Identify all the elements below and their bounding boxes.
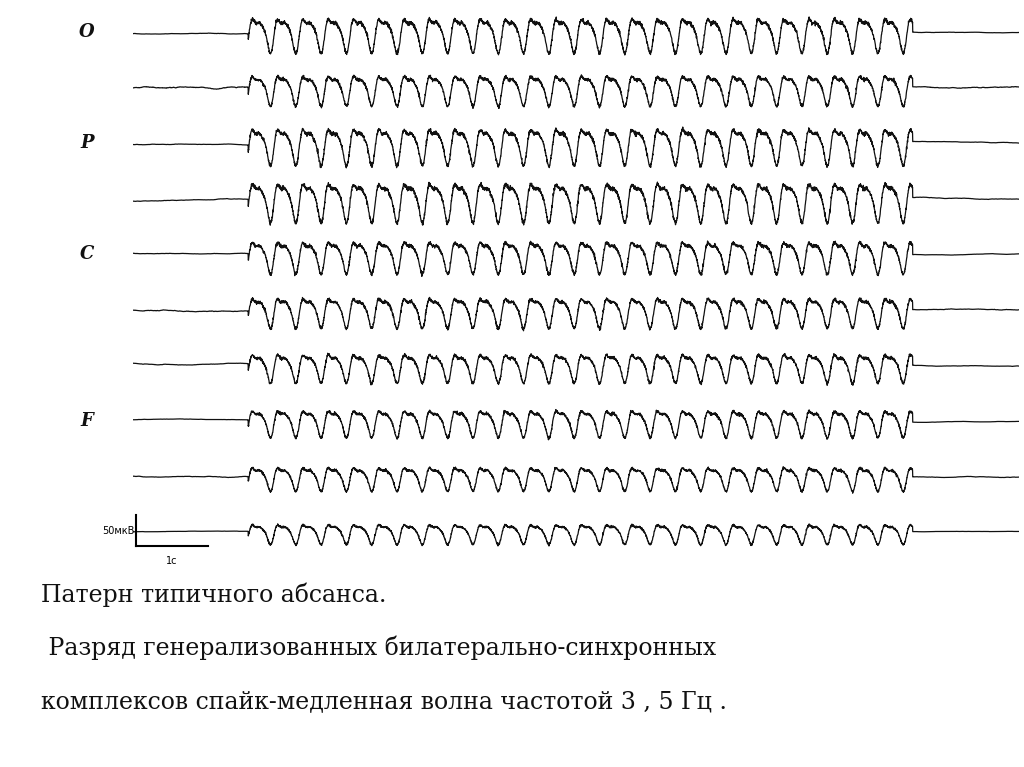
Text: комплексов спайк-медленная волна частотой 3 , 5 Гц .: комплексов спайк-медленная волна частото…: [41, 690, 727, 713]
Text: Разряд генерализованных билатерально-синхронных: Разряд генерализованных билатерально-син…: [41, 636, 716, 660]
Text: C: C: [80, 245, 94, 263]
Text: 50мкВ: 50мкВ: [101, 525, 134, 536]
Text: Патерн типичного абсанса.: Патерн типичного абсанса.: [41, 582, 386, 607]
Text: P: P: [80, 134, 94, 152]
Text: F: F: [81, 412, 93, 430]
Text: O: O: [79, 23, 95, 41]
Text: 1с: 1с: [166, 556, 178, 566]
